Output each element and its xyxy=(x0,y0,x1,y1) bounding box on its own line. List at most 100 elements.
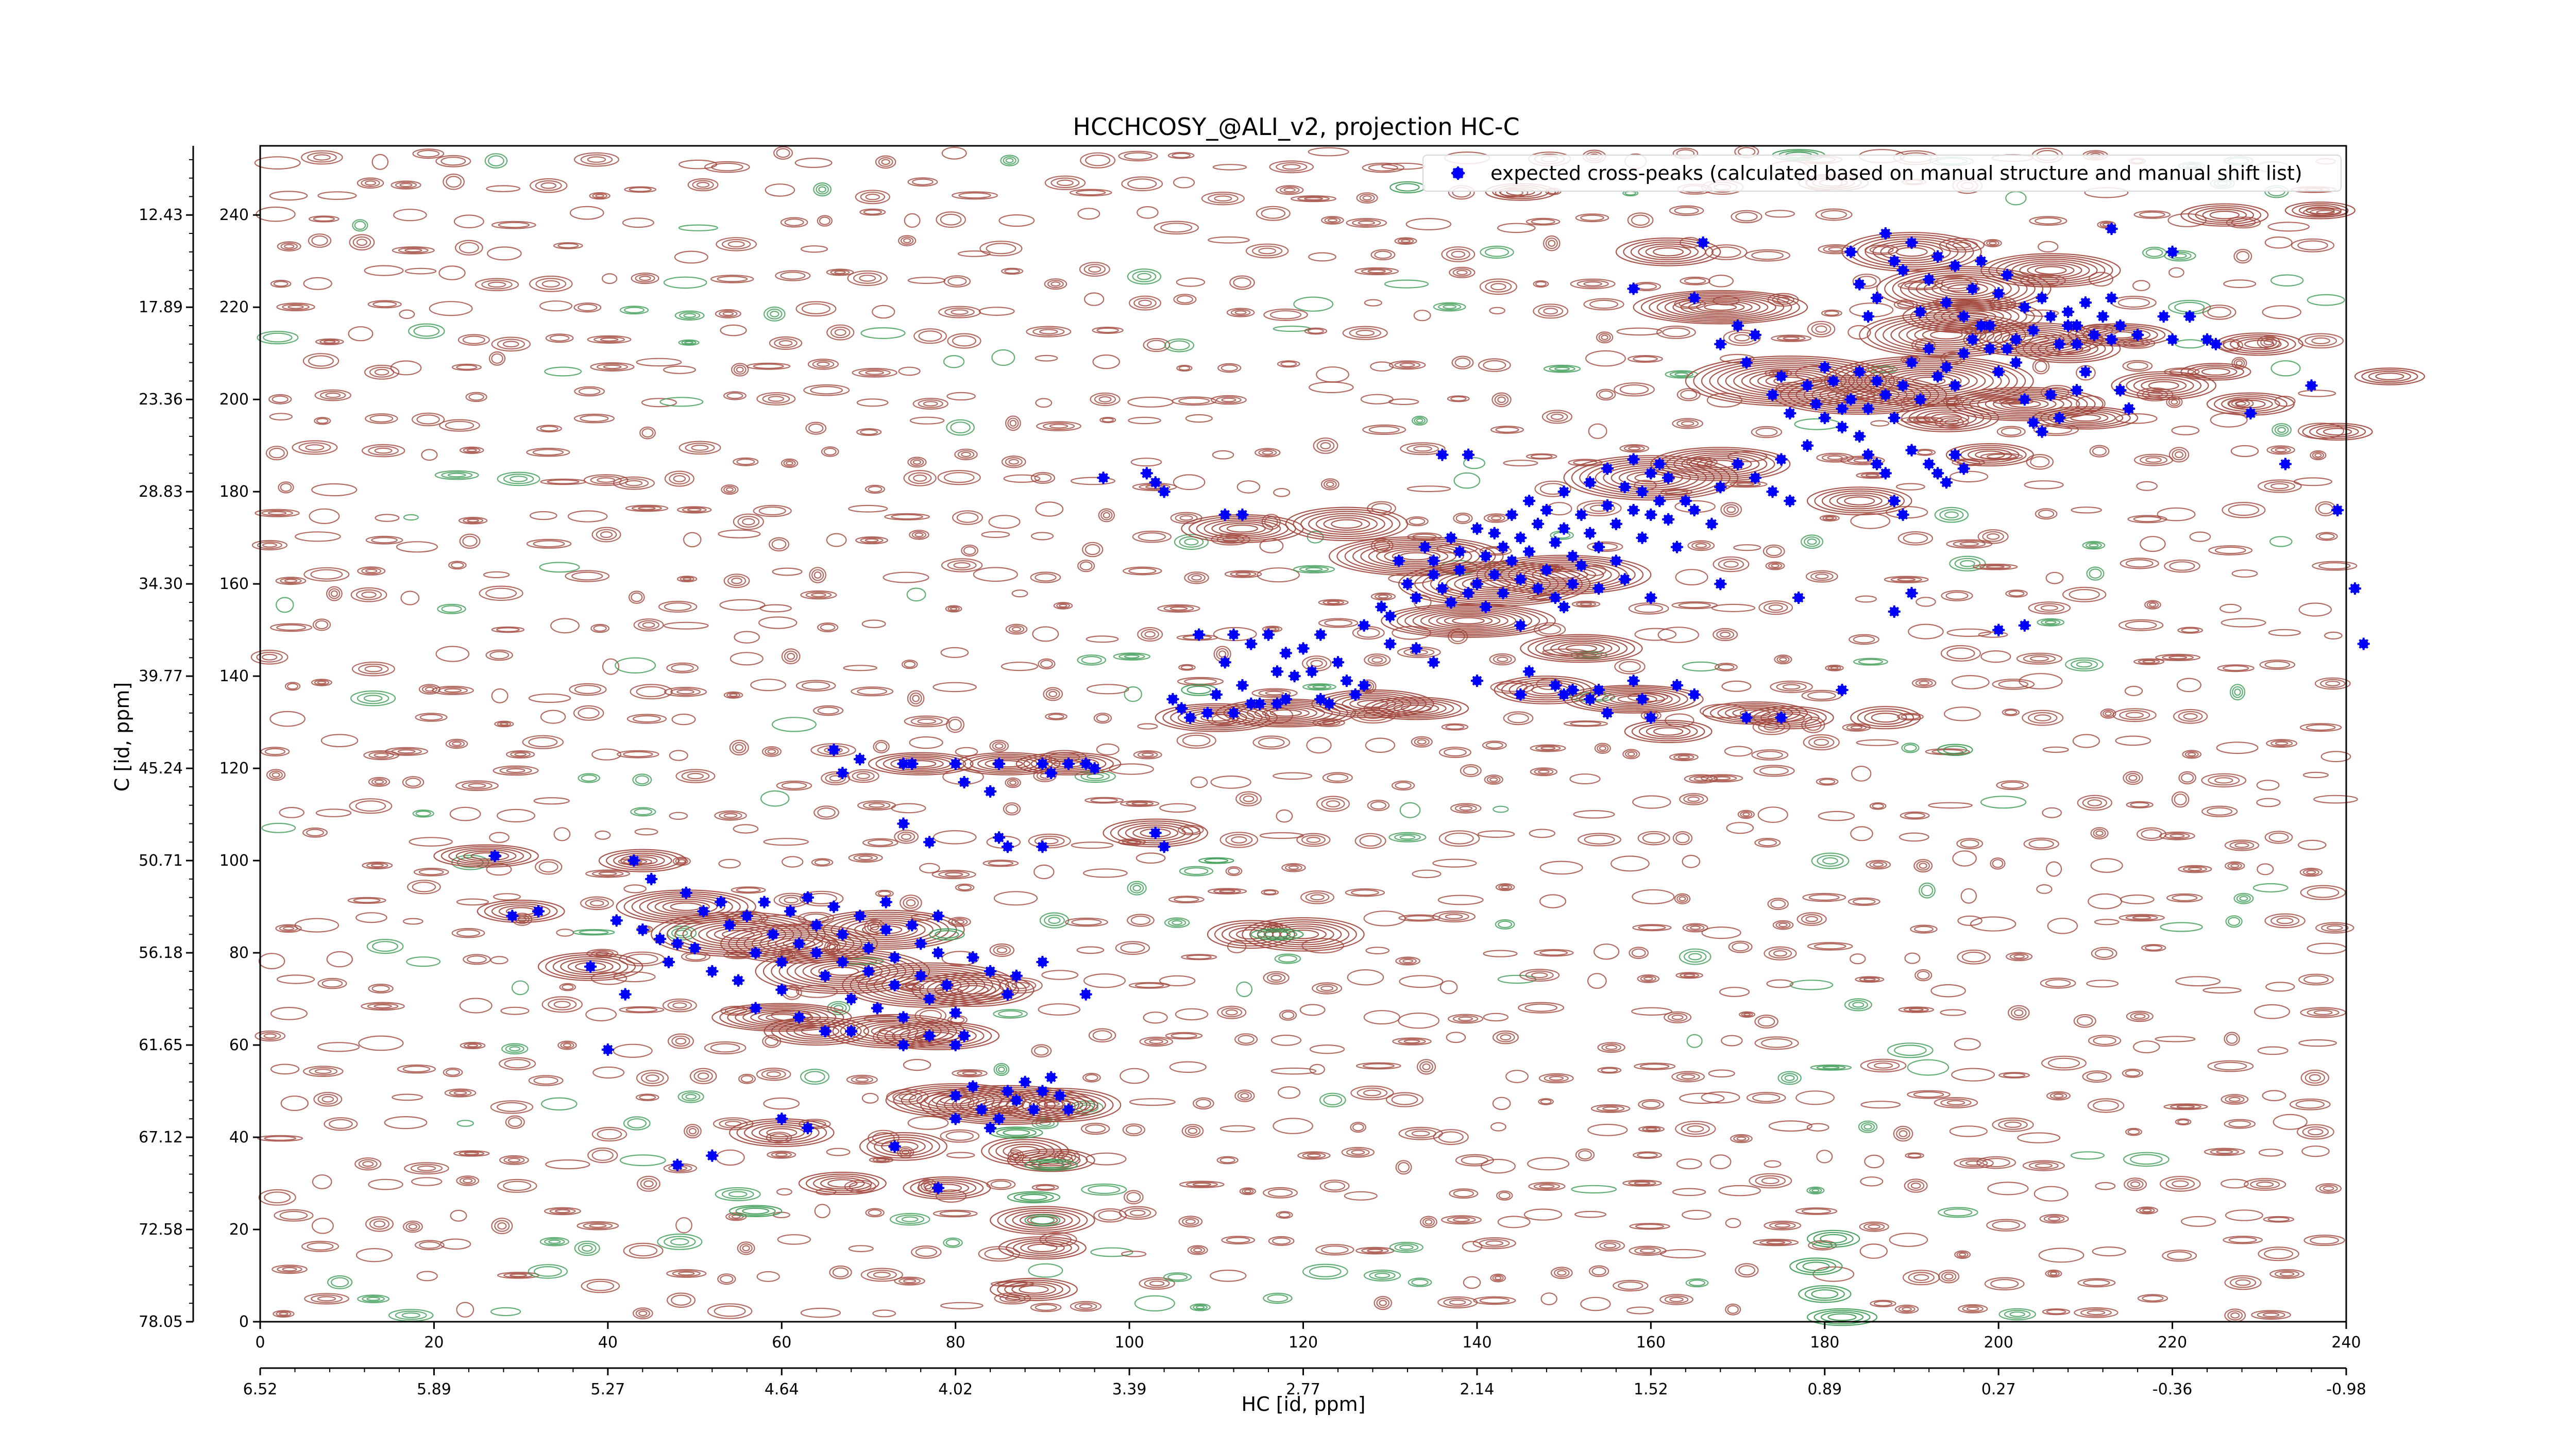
noise-contour xyxy=(2077,795,2112,811)
noise-contour xyxy=(856,398,889,407)
cross-peak-point xyxy=(601,1043,614,1056)
cross-peak-point xyxy=(1940,361,1953,374)
noise-contour xyxy=(1304,327,1328,335)
noise-contour xyxy=(2122,360,2153,372)
noise-contour xyxy=(871,305,895,319)
noise-contour xyxy=(669,750,688,761)
noise-contour xyxy=(1448,1014,1484,1024)
noise-contour xyxy=(1949,1125,1988,1137)
noise-contour xyxy=(938,306,981,318)
negative-noise-contour xyxy=(1113,652,1150,661)
negative-peak-contour xyxy=(1806,1229,1860,1248)
noise-contour xyxy=(2002,708,2020,716)
noise-contour xyxy=(326,586,343,601)
cross-peak-point xyxy=(1401,578,1414,591)
cross-peak-point xyxy=(1957,310,1970,323)
noise-contour xyxy=(1674,893,1691,904)
noise-contour xyxy=(1594,743,1611,754)
noise-contour xyxy=(312,1174,332,1189)
noise-contour xyxy=(2269,1269,2305,1279)
noise-contour xyxy=(1176,732,1216,749)
cross-peak-point xyxy=(1601,462,1614,475)
cross-peak-point xyxy=(1227,628,1240,641)
noise-contour xyxy=(2041,1055,2087,1071)
noise-contour xyxy=(1818,811,1855,821)
noise-contour xyxy=(279,806,304,818)
noise-contour xyxy=(1239,1187,1256,1195)
noise-contour xyxy=(1996,426,2026,437)
negative-noise-contour xyxy=(1164,917,1190,928)
cross-peak-point xyxy=(619,988,632,1001)
noise-contour xyxy=(666,662,699,673)
noise-contour xyxy=(940,1129,980,1143)
cross-peak-point xyxy=(949,1113,962,1125)
noise-contour xyxy=(491,336,531,352)
negative-noise-contour xyxy=(578,773,601,783)
negative-noise-contour xyxy=(1388,832,1427,843)
cross-peak-point xyxy=(1436,448,1449,461)
noise-contour xyxy=(1889,1233,1928,1247)
noise-contour xyxy=(1175,1008,1209,1021)
negative-noise-contour xyxy=(2270,360,2301,377)
x-ppm-tick-label: 5.89 xyxy=(417,1380,451,1399)
negative-peak-contour xyxy=(929,928,965,941)
noise-contour xyxy=(1277,360,1300,368)
noise-contour xyxy=(2204,1148,2245,1156)
noise-contour xyxy=(1719,353,1755,364)
noise-contour xyxy=(1350,1122,1366,1133)
cross-peak-point xyxy=(1645,711,1657,724)
noise-contour xyxy=(1751,749,1789,761)
cross-peak-point xyxy=(1557,485,1570,498)
negative-noise-contour xyxy=(528,1264,568,1279)
negative-noise-contour xyxy=(1000,155,1019,166)
noise-contour xyxy=(2132,280,2150,291)
cross-peak-point xyxy=(897,817,910,830)
cross-peak-point xyxy=(810,919,823,932)
cross-peak-point xyxy=(1766,485,1779,498)
noise-contour xyxy=(1181,1124,1204,1138)
noise-contour xyxy=(559,983,577,991)
noise-contour xyxy=(1819,514,1840,521)
negative-noise-contour xyxy=(1480,245,1514,259)
noise-contour xyxy=(1632,889,1675,904)
peak-contour xyxy=(1242,917,1365,952)
noise-contour xyxy=(1659,1249,1706,1259)
noise-contour xyxy=(848,1245,874,1253)
noise-contour xyxy=(1449,266,1476,278)
noise-contour xyxy=(1614,659,1646,675)
noise-contour xyxy=(1895,483,1925,491)
noise-contour xyxy=(1038,658,1056,670)
cross-peak-point xyxy=(1488,568,1501,581)
cross-peak-point xyxy=(1236,508,1249,521)
noise-contour xyxy=(1850,953,1866,965)
noise-contour xyxy=(258,953,285,969)
noise-contour xyxy=(2155,653,2201,662)
noise-contour xyxy=(2177,627,2204,634)
cross-peak-point xyxy=(1636,693,1649,705)
noise-contour xyxy=(1943,706,1981,721)
cross-peak-point xyxy=(1844,393,1857,406)
y-index-tick-label: 20 xyxy=(229,1221,249,1239)
noise-contour xyxy=(274,1209,314,1222)
noise-contour xyxy=(530,511,557,520)
cross-peak-point xyxy=(1931,250,1944,263)
cross-peak-point xyxy=(1288,670,1301,683)
negative-noise-contour xyxy=(539,562,580,573)
noise-contour xyxy=(900,895,922,912)
cross-peak-point xyxy=(1592,684,1605,696)
noise-contour xyxy=(1031,1184,1059,1191)
noise-contour xyxy=(1318,618,1359,628)
noise-contour xyxy=(1855,595,1877,603)
cross-peak-point xyxy=(1418,541,1431,553)
cross-peak-point xyxy=(949,1006,962,1019)
cross-peak-point xyxy=(1888,412,1901,424)
noise-contour xyxy=(848,504,888,513)
negative-noise-contour xyxy=(1302,1263,1348,1280)
noise-contour xyxy=(676,576,698,582)
cross-peak-point xyxy=(1575,559,1588,572)
peak-contour xyxy=(1980,253,2121,288)
noise-contour xyxy=(1031,1044,1052,1058)
noise-contour xyxy=(1960,888,1977,904)
cross-peak-point xyxy=(1488,527,1501,540)
noise-contour xyxy=(1080,1122,1110,1135)
